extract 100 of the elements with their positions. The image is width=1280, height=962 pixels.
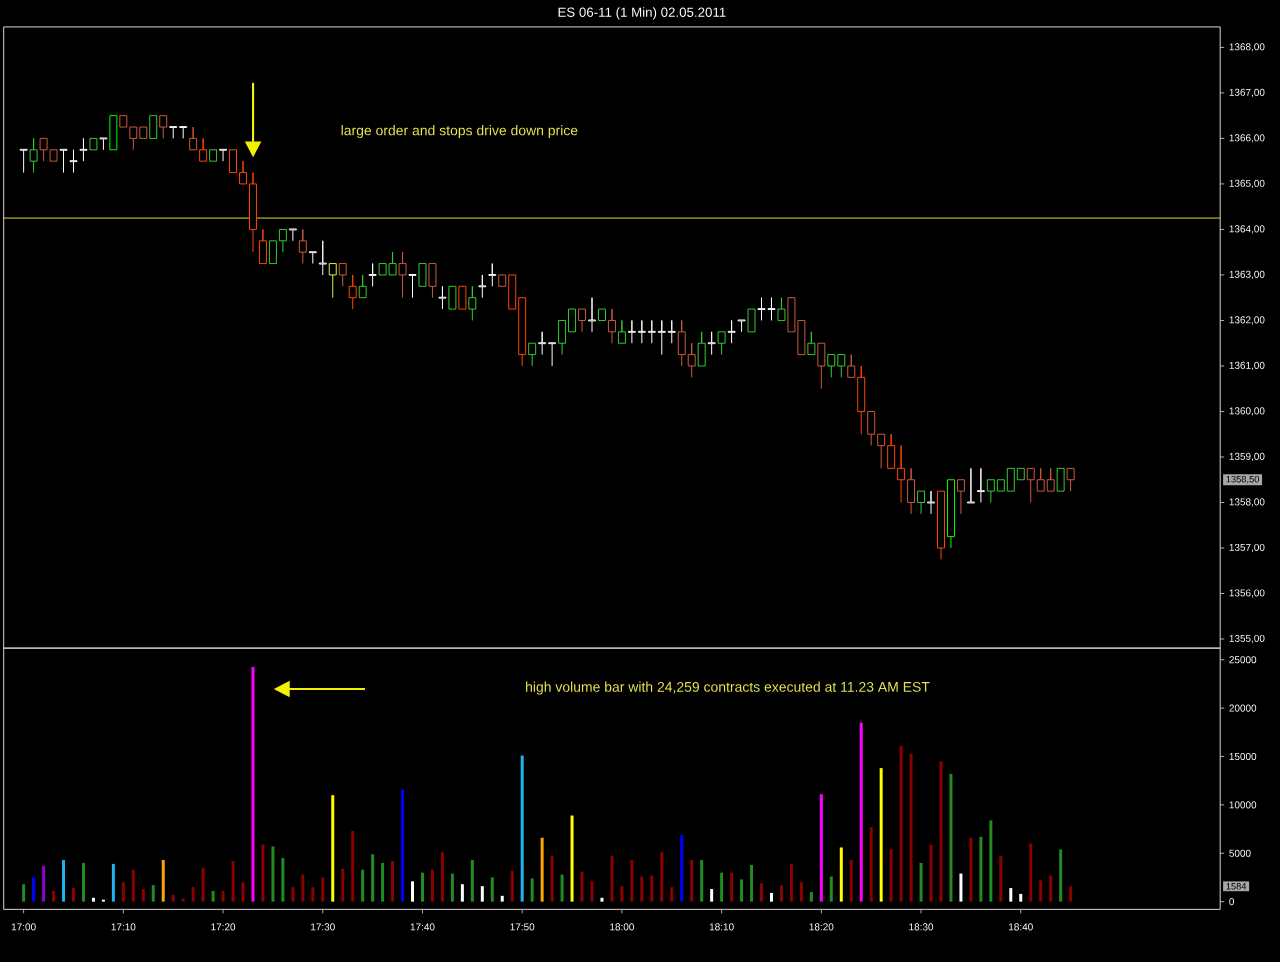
candlestick (288, 228, 297, 242)
bar (291, 887, 295, 902)
candlestick (328, 262, 337, 299)
bar (540, 837, 544, 902)
candlestick (647, 319, 656, 344)
candlestick (697, 331, 706, 367)
y-tick-label: 1361,00 (1229, 361, 1265, 370)
bar (450, 873, 454, 902)
bar (730, 872, 734, 902)
bar (779, 885, 783, 902)
candlestick (568, 308, 577, 333)
x-tick-label: 18:20 (809, 923, 834, 931)
candlestick (508, 274, 517, 310)
bar (809, 891, 813, 902)
bar (999, 856, 1003, 902)
candlestick (597, 308, 606, 321)
bar (640, 876, 644, 902)
candlestick (169, 125, 178, 139)
bar (181, 898, 185, 902)
annotation: large order and stops drive down price (341, 124, 578, 138)
bar (899, 745, 903, 902)
candlestick (667, 319, 676, 344)
x-tick-label: 17:20 (211, 923, 236, 931)
candlestick (308, 251, 317, 264)
candlestick (1006, 467, 1015, 492)
bar (750, 864, 754, 902)
bar (520, 755, 524, 902)
bar (789, 863, 793, 902)
chart-title: ES 06-11 (1 Min) 02.05.2011 (558, 7, 726, 20)
bar (829, 876, 833, 902)
candlestick (229, 149, 238, 173)
candlestick (488, 262, 497, 287)
bar (769, 892, 773, 902)
bar (480, 886, 484, 902)
bar (371, 854, 375, 902)
candlestick (827, 353, 836, 378)
candlestick (907, 467, 916, 515)
bar (1039, 880, 1043, 902)
bar (62, 859, 66, 902)
candlestick (558, 319, 567, 355)
y-tick-label: 1363,00 (1229, 270, 1265, 279)
y-tick-label: 1367,00 (1229, 88, 1265, 97)
candlestick (946, 479, 955, 549)
bar (271, 846, 275, 902)
bar (560, 874, 564, 902)
bar (460, 884, 464, 902)
bar (1009, 887, 1013, 902)
x-tick-label: 17:30 (311, 923, 335, 931)
x-tick-label: 18:00 (610, 923, 634, 931)
bar (440, 852, 444, 902)
bar (341, 868, 345, 902)
bar (430, 869, 434, 902)
bar (91, 897, 95, 902)
candlestick (857, 365, 866, 435)
bar (281, 857, 285, 902)
y-tick-label: 1358,00 (1229, 498, 1265, 507)
bar (171, 894, 175, 902)
bar (131, 869, 135, 902)
candlestick (348, 274, 357, 310)
text: 1358,50 (1226, 475, 1260, 484)
bar (530, 878, 534, 902)
candlestick (528, 342, 537, 367)
bar (969, 837, 973, 902)
y-tick-label: 1362,00 (1229, 316, 1265, 325)
candlestick (159, 115, 168, 139)
candlestick (867, 410, 876, 446)
candlestick (278, 228, 287, 253)
bar (929, 844, 933, 902)
bar (301, 874, 305, 902)
candlestick (996, 479, 1005, 492)
bar (889, 849, 893, 902)
bar (650, 875, 654, 902)
candlestick (617, 319, 626, 344)
candlestick (498, 274, 507, 287)
bar (391, 860, 395, 902)
y-tick-label: 10000 (1229, 801, 1257, 809)
candlestick (239, 160, 247, 185)
candlestick (258, 228, 267, 264)
bar (381, 862, 385, 902)
bar (161, 859, 165, 902)
bar (151, 885, 155, 902)
bar (600, 897, 604, 902)
text: 1584 (1226, 882, 1247, 890)
y-tick-label: 1366,00 (1229, 134, 1265, 143)
bar (42, 865, 46, 902)
bar (22, 884, 26, 902)
bar (660, 852, 664, 902)
candlestick (976, 467, 985, 503)
bar (141, 888, 145, 902)
bar (261, 844, 265, 902)
x-tick-label: 17:00 (11, 923, 36, 931)
candlestick (219, 148, 228, 162)
bar (490, 877, 494, 902)
bar (799, 882, 803, 902)
bar (1059, 849, 1063, 902)
candlestick (139, 126, 148, 139)
candlestick (209, 149, 218, 162)
candlestick (897, 444, 906, 503)
bar (361, 869, 365, 902)
bar (500, 895, 504, 902)
